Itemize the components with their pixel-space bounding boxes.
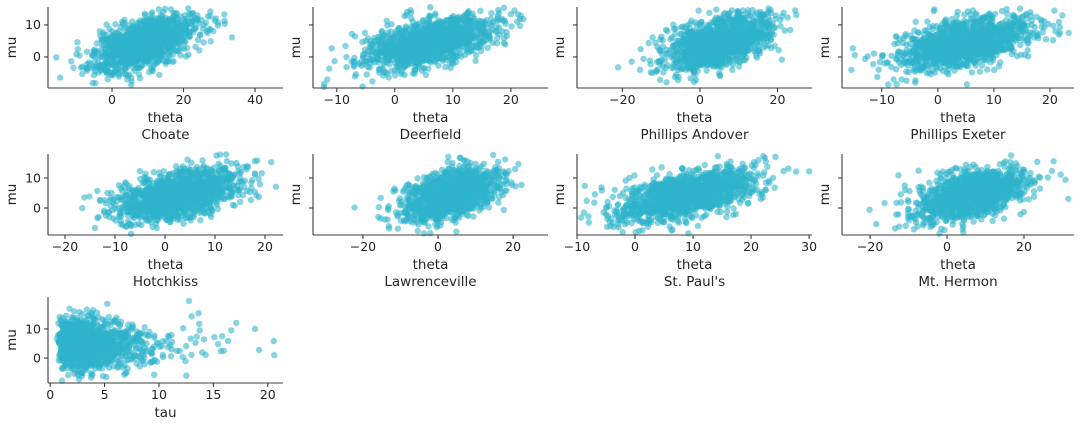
axes-lawrenceville <box>312 154 548 236</box>
x-axis-label: theta <box>148 110 184 126</box>
scatter-points-deerfield <box>320 3 527 91</box>
x-tick-label: −20 <box>609 92 635 107</box>
y-axis-label: mu <box>552 37 568 59</box>
x-tick-label: −20 <box>857 239 883 254</box>
x-tick-label: 10 <box>986 92 1002 107</box>
axes-tau <box>47 297 283 384</box>
x-tick-label: −10 <box>869 92 895 107</box>
x-axis-label: theta <box>677 257 713 273</box>
panel-title: Phillips Exeter <box>910 127 1006 143</box>
x-tick-label: 40 <box>247 92 263 107</box>
axes-mt-hermon <box>841 154 1074 236</box>
y-tick-label: 0 <box>33 200 41 215</box>
axes-phillips-exeter <box>841 7 1074 89</box>
x-tick-label: 20 <box>1042 92 1058 107</box>
x-tick-label: 15 <box>205 387 221 402</box>
y-axis-label: mu <box>288 37 304 59</box>
y-axis-label: mu <box>817 37 833 59</box>
x-tick-label: 10 <box>685 239 701 254</box>
panel-title: Hotchkiss <box>133 274 198 290</box>
x-tick-label: 0 <box>943 239 951 254</box>
scatter-points-tau <box>53 297 278 384</box>
y-tick-label: 0 <box>33 49 41 64</box>
y-tick-label: 10 <box>25 170 41 185</box>
x-tick-label: 10 <box>151 387 167 402</box>
axes-choate <box>47 7 283 89</box>
x-tick-label: 0 <box>934 92 942 107</box>
panel-title: Deerfield <box>400 127 462 143</box>
x-tick-label: 0 <box>391 92 399 107</box>
y-tick-label: 0 <box>33 350 41 365</box>
x-tick-label: 20 <box>176 92 192 107</box>
x-tick-label: 20 <box>505 239 521 254</box>
scatter-points-hotchkiss <box>79 151 280 237</box>
axes-phillips-andover <box>576 7 812 89</box>
panel-title: Phillips Andover <box>640 127 749 143</box>
subplot-tau: 0 5 10 15 20 0 10 tau mu <box>4 297 283 421</box>
x-axis-label: theta <box>677 110 713 126</box>
y-axis-label: mu <box>288 184 304 206</box>
axes-st-pauls <box>576 154 812 236</box>
y-axis-label: mu <box>552 184 568 206</box>
x-axis-label: theta <box>940 110 976 126</box>
x-axis-label: theta <box>148 257 184 273</box>
x-tick-label: 0 <box>631 239 639 254</box>
x-tick-label: −20 <box>350 239 376 254</box>
axes-deerfield <box>312 7 548 89</box>
scatter-points-phillips-exeter <box>848 5 1072 88</box>
panel-title: St. Paul's <box>664 274 725 290</box>
x-tick-label: 10 <box>207 239 223 254</box>
x-axis-label: theta <box>413 257 449 273</box>
x-tick-label: 30 <box>801 239 817 254</box>
y-axis-label: mu <box>4 184 20 206</box>
x-axis-label: theta <box>940 257 976 273</box>
scatter-points-lawrenceville <box>351 151 525 237</box>
x-tick-label: 5 <box>101 387 109 402</box>
panel-title: Lawrenceville <box>384 274 476 290</box>
x-tick-label: −20 <box>52 239 78 254</box>
x-tick-label: 20 <box>743 239 759 254</box>
y-axis-label: mu <box>817 184 833 206</box>
scatter-points-st-pauls <box>577 152 813 237</box>
x-tick-label: 0 <box>108 92 116 107</box>
x-tick-label: −10 <box>324 92 350 107</box>
x-tick-label: 0 <box>161 239 169 254</box>
panel-title: Choate <box>141 127 189 143</box>
x-tick-label: 0 <box>46 387 54 402</box>
x-tick-label: 0 <box>434 239 442 254</box>
panel-title: Mt. Hermon <box>918 274 997 290</box>
x-tick-label: 10 <box>445 92 461 107</box>
y-axis-label: mu <box>4 329 20 351</box>
y-tick-label: 10 <box>25 321 41 336</box>
x-tick-label: 20 <box>257 239 273 254</box>
x-axis-label: theta <box>413 110 449 126</box>
x-axis-label: tau <box>154 405 176 421</box>
y-axis-label: mu <box>4 37 20 59</box>
x-tick-label: 20 <box>260 387 276 402</box>
x-tick-label: −10 <box>102 239 128 254</box>
scatter-points-mt-hermon <box>866 152 1072 237</box>
y-tick-label: 10 <box>25 17 41 32</box>
x-tick-label: 0 <box>696 92 704 107</box>
x-tick-label: 20 <box>770 92 786 107</box>
scatter-points-choate <box>53 5 236 89</box>
x-tick-label: −10 <box>564 239 590 254</box>
scatter-points-phillips-andover <box>614 5 800 86</box>
x-tick-label: 20 <box>1016 239 1032 254</box>
x-tick-label: 20 <box>503 92 519 107</box>
